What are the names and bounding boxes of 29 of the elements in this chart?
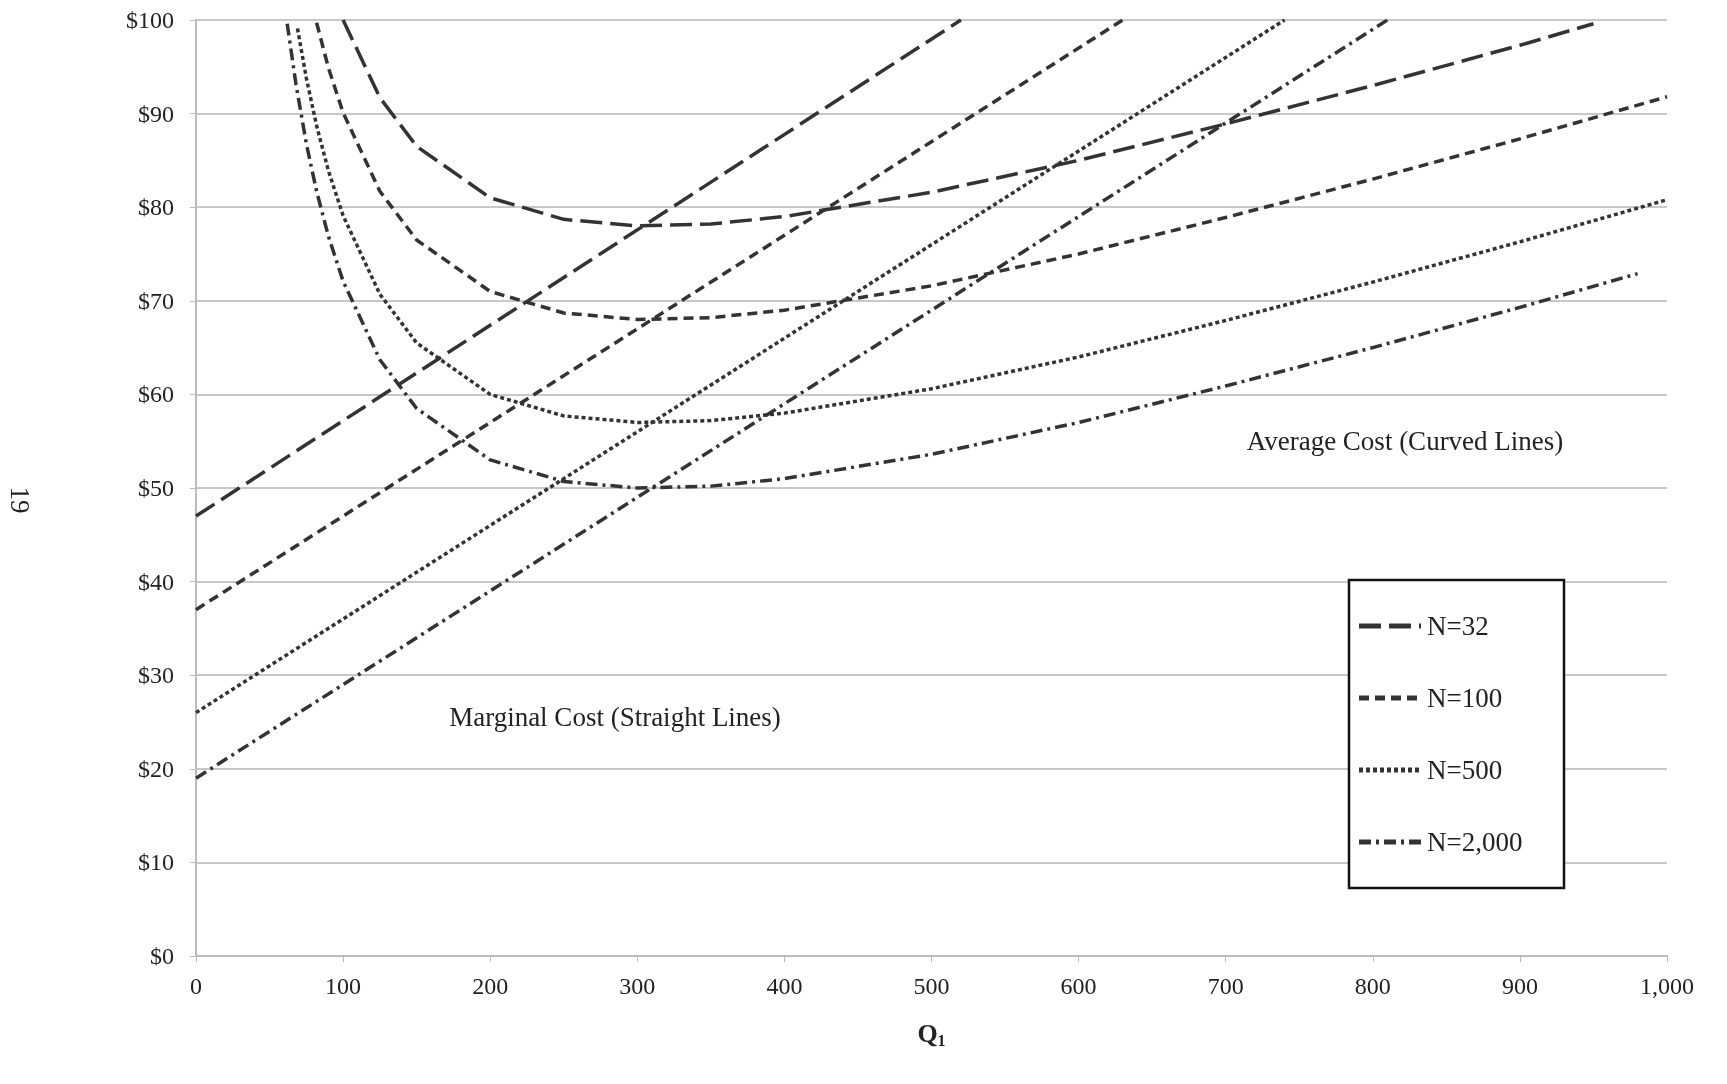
y-tick-label: $80 [138,194,174,221]
y-tick-label: $50 [138,475,174,501]
y-tick-label: $90 [138,100,174,127]
x-tick-label: 500 [913,973,950,999]
x-tick-label: 200 [472,973,509,999]
x-tick-label: 700 [1207,973,1244,999]
x-tick-label: 100 [325,973,362,999]
legend-label: N=2,000 [1427,827,1523,857]
y-tick-label: $30 [138,662,174,689]
annotation: Average Cost (Curved Lines) [1246,426,1564,456]
annotation: Marginal Cost (Straight Lines) [449,702,781,732]
x-tick-label: 1,000 [1640,973,1694,999]
text: 19 [5,486,35,514]
x-tick-label: 600 [1060,973,1097,999]
y-tick-label: $10 [138,849,174,876]
x-tick-label: 400 [766,973,803,999]
y-tick-label: $60 [138,381,174,408]
x-tick-label: 900 [1501,973,1538,999]
x-tick-label: 300 [619,973,656,999]
legend-label: N=100 [1427,683,1503,713]
legend-label: N=500 [1427,755,1503,785]
y-tick-label: $0 [150,943,174,969]
x-tick-label: 0 [190,973,202,999]
y-tick-label: $40 [138,568,174,595]
legend-label: N=32 [1427,611,1489,641]
x-tick-label: 800 [1354,973,1391,999]
y-tick-label: $100 [126,7,174,33]
y-tick-label: $20 [138,755,174,782]
y-tick-label: $70 [138,287,174,314]
